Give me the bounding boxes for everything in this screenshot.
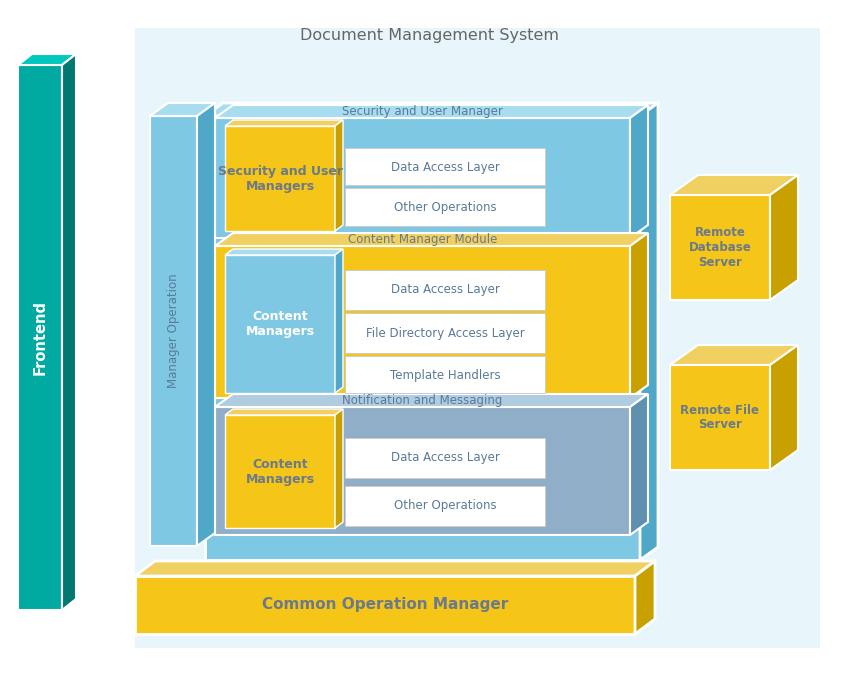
Text: Frontend: Frontend <box>33 300 47 375</box>
Polygon shape <box>18 65 62 610</box>
Polygon shape <box>215 246 630 398</box>
Text: Content Manager Module: Content Manager Module <box>347 233 497 246</box>
Text: Content
Managers: Content Managers <box>245 310 315 338</box>
Polygon shape <box>135 576 635 634</box>
Text: Common Operation Manager: Common Operation Manager <box>262 598 508 612</box>
Polygon shape <box>345 188 545 226</box>
Text: Data Access Layer: Data Access Layer <box>390 452 499 464</box>
Text: File Directory Access Layer: File Directory Access Layer <box>366 327 524 339</box>
Polygon shape <box>670 345 798 365</box>
Polygon shape <box>345 438 545 478</box>
Text: Template Handlers: Template Handlers <box>390 368 500 381</box>
Polygon shape <box>215 118 630 238</box>
Polygon shape <box>335 249 343 393</box>
Polygon shape <box>640 103 658 560</box>
Text: Notification and Messaging: Notification and Messaging <box>342 394 503 407</box>
Polygon shape <box>770 345 798 470</box>
Polygon shape <box>345 270 545 310</box>
Text: Remote File
Server: Remote File Server <box>680 404 759 431</box>
Polygon shape <box>197 103 215 546</box>
Polygon shape <box>630 233 648 398</box>
Polygon shape <box>630 394 648 535</box>
Text: Other Operations: Other Operations <box>394 201 496 214</box>
Polygon shape <box>225 255 335 393</box>
Polygon shape <box>770 175 798 300</box>
Polygon shape <box>62 54 76 610</box>
Text: Security and User
Managers: Security and User Managers <box>217 165 342 193</box>
Text: Remote
Database
Server: Remote Database Server <box>689 226 752 269</box>
Text: Manager Operation: Manager Operation <box>167 274 180 388</box>
Polygon shape <box>630 105 648 238</box>
Polygon shape <box>215 233 648 246</box>
Polygon shape <box>18 54 76 65</box>
Polygon shape <box>225 126 335 231</box>
Text: Data Access Layer: Data Access Layer <box>390 160 499 174</box>
Polygon shape <box>225 249 343 255</box>
Polygon shape <box>215 407 630 535</box>
Text: Data Access Layer: Data Access Layer <box>390 283 499 297</box>
Text: Document Management System: Document Management System <box>300 28 559 43</box>
Text: Content
Managers: Content Managers <box>245 458 315 486</box>
Polygon shape <box>215 394 648 407</box>
Polygon shape <box>215 105 648 118</box>
Polygon shape <box>135 28 820 648</box>
Text: Security and User Manager: Security and User Manager <box>342 105 503 118</box>
Polygon shape <box>670 175 798 195</box>
Polygon shape <box>205 116 640 560</box>
Polygon shape <box>225 120 343 126</box>
Text: Other Operations: Other Operations <box>394 500 496 512</box>
Polygon shape <box>150 116 197 546</box>
Polygon shape <box>225 409 343 415</box>
Polygon shape <box>670 195 770 300</box>
Polygon shape <box>635 561 655 634</box>
Polygon shape <box>135 561 655 576</box>
Polygon shape <box>335 120 343 231</box>
Polygon shape <box>345 148 545 185</box>
Polygon shape <box>345 313 545 353</box>
Polygon shape <box>205 103 658 116</box>
Polygon shape <box>150 103 215 116</box>
Polygon shape <box>345 486 545 526</box>
Polygon shape <box>335 409 343 528</box>
Polygon shape <box>345 356 545 393</box>
Polygon shape <box>670 365 770 470</box>
Polygon shape <box>225 415 335 528</box>
